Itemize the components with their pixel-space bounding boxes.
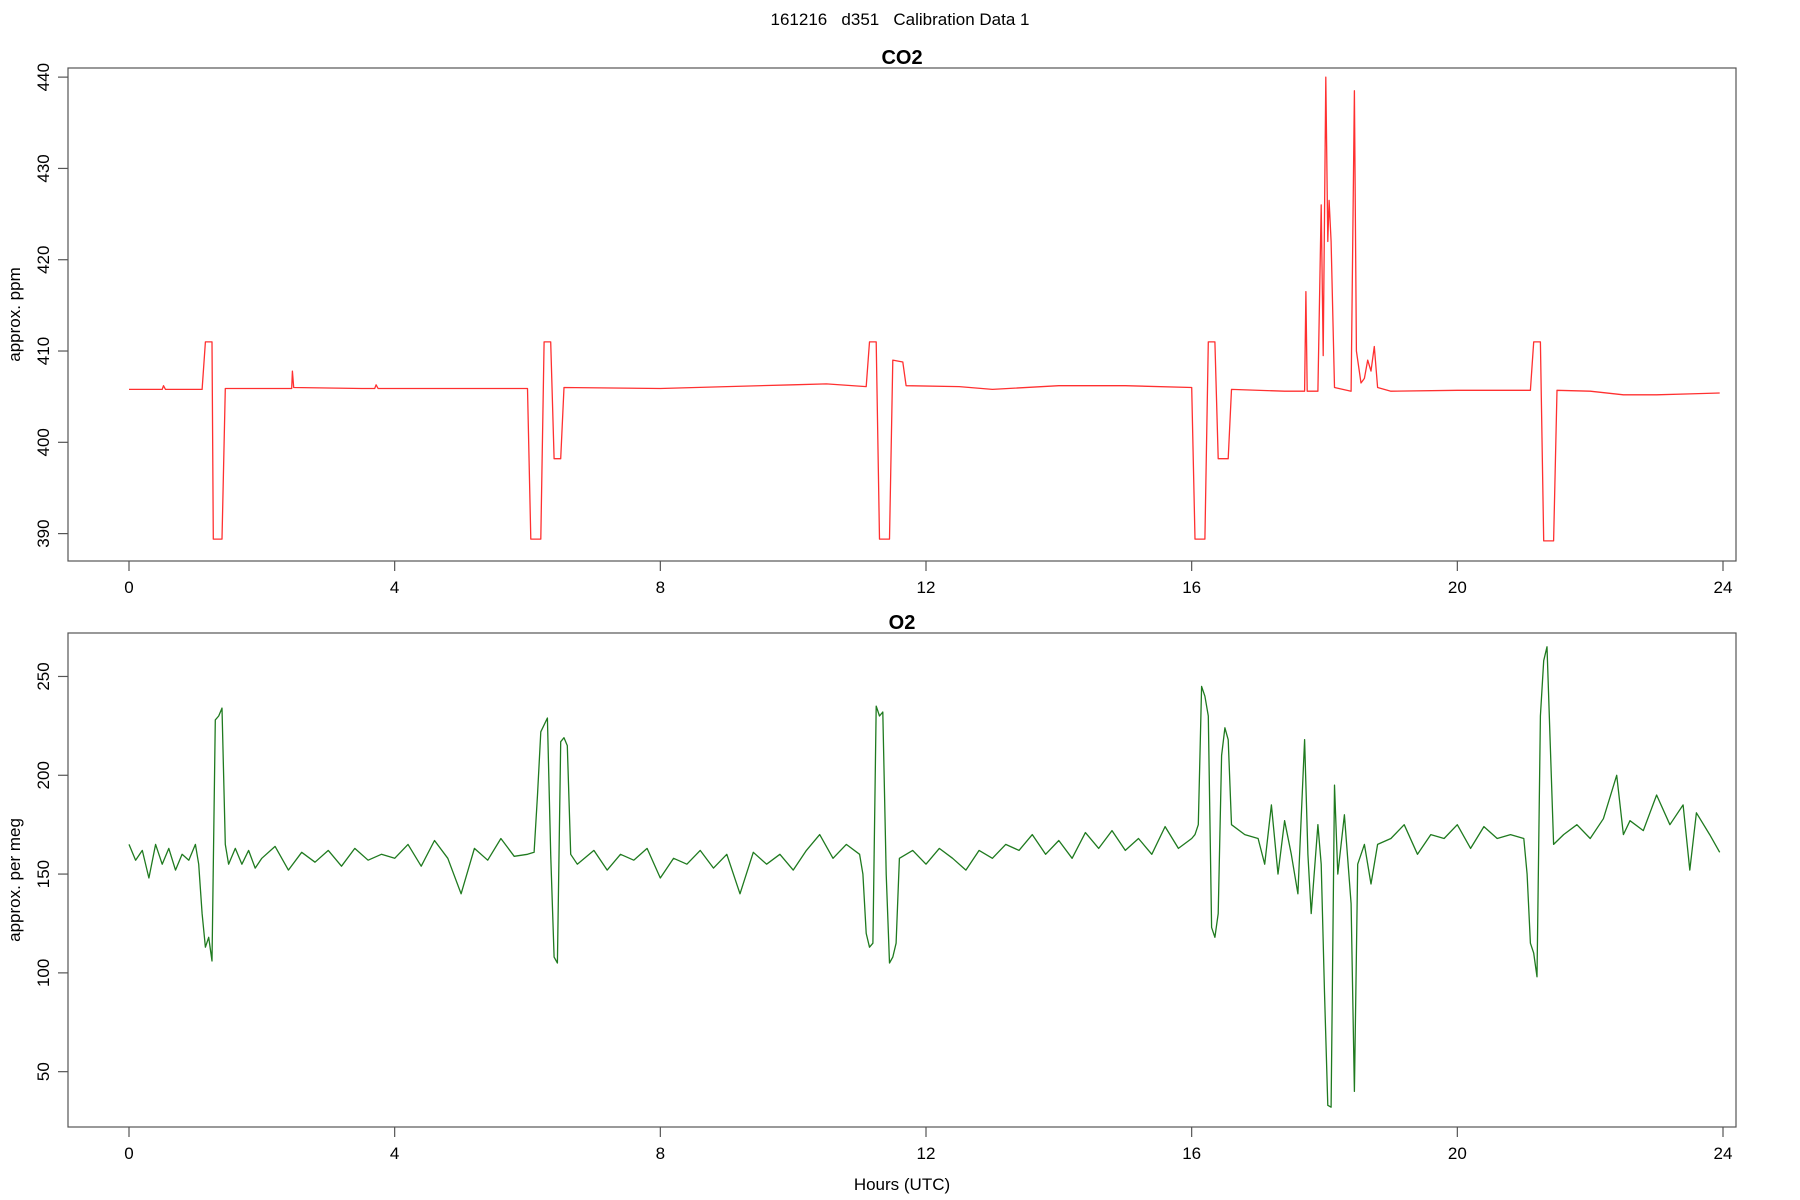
o2-x-axis-label: Hours (UTC) [854,1175,950,1194]
o2-x-tick-label: 4 [390,1144,399,1163]
o2-chart-title: O2 [889,612,916,634]
figure-title: 161216 d351 Calibration Data 1 [770,10,1030,29]
o2-x-tick-label: 8 [656,1144,665,1163]
co2-plot-frame [67,67,1737,562]
o2-y-tick-label: 100 [34,959,53,987]
co2-y-axis-label: approx. ppm [5,267,24,362]
co2-x-tick-label: 0 [124,578,133,597]
co2-chart-title: CO2 [881,47,922,69]
o2-x-tick-label: 24 [1714,1144,1733,1163]
o2-x-tick-label: 0 [124,1144,133,1163]
co2-series-line [129,76,1720,542]
o2-plot-frame [67,632,1737,1128]
co2-x-tick-label: 16 [1182,578,1201,597]
o2-y-tick-label: 250 [34,662,53,690]
o2-y-axis-label: approx. per meg [5,818,24,942]
co2-y-tick-label: 410 [34,337,53,365]
co2-x-tick-label: 20 [1448,578,1467,597]
co2-y-tick-label: 430 [34,154,53,182]
co2-y-tick-label: 420 [34,246,53,274]
o2-y-tick-label: 150 [34,860,53,888]
o2-y-tick-label: 200 [34,761,53,789]
co2-panel: CO2 0 4 8 12 16 20 24 390 400 410 420 430 440 approx. … [5,47,1737,597]
o2-panel: O2 0 4 8 12 16 20 24 50 100 150 200 250 approx. per m… [5,612,1737,1194]
co2-x-tick-label: 8 [656,578,665,597]
o2-x-tick-label: 20 [1448,1144,1467,1163]
o2-series-line [128,646,1721,1108]
o2-x-tick-label: 12 [917,1144,936,1163]
co2-x-tick-label: 24 [1714,578,1733,597]
o2-x-tick-label: 16 [1182,1144,1201,1163]
co2-y-tick-label: 440 [34,63,53,91]
co2-x-tick-label: 12 [917,578,936,597]
o2-y-tick-label: 50 [34,1062,53,1081]
co2-x-tick-label: 4 [390,578,399,597]
co2-y-tick-label: 400 [34,428,53,456]
co2-y-tick-label: 390 [34,519,53,547]
